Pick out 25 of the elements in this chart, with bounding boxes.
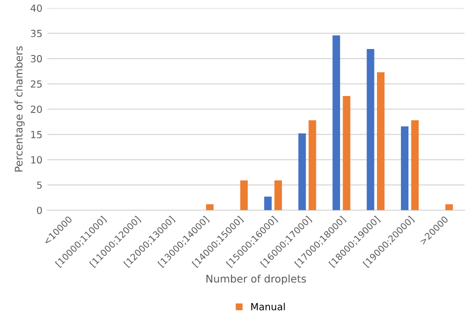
bar bbox=[298, 133, 306, 210]
bar bbox=[366, 48, 374, 210]
y-tick-label: 10 bbox=[31, 156, 42, 164]
y-tick-label: 30 bbox=[30, 55, 42, 62]
bar bbox=[342, 96, 350, 210]
y-tick-label: 25 bbox=[30, 80, 42, 88]
bar bbox=[264, 196, 272, 210]
bar bbox=[206, 204, 214, 210]
bar bbox=[274, 180, 282, 210]
y-tick-label: 40 bbox=[30, 4, 42, 12]
bar bbox=[332, 35, 340, 210]
y-tick-label: 35 bbox=[30, 30, 42, 38]
bar bbox=[240, 180, 248, 210]
bar bbox=[445, 204, 453, 210]
y-tick-label: 15 bbox=[31, 131, 42, 138]
legend-label: Manual bbox=[251, 302, 285, 310]
bar bbox=[376, 72, 385, 210]
y-tick-label: 20 bbox=[30, 106, 42, 113]
bar bbox=[400, 126, 408, 210]
y-tick-label: 0 bbox=[36, 206, 42, 214]
y-axis-title: Percentage of chambers bbox=[14, 46, 25, 172]
bar bbox=[308, 120, 316, 210]
bar bbox=[411, 120, 419, 210]
x-axis-title: Number of droplets bbox=[206, 274, 306, 285]
y-tick-label: 5 bbox=[37, 182, 42, 189]
